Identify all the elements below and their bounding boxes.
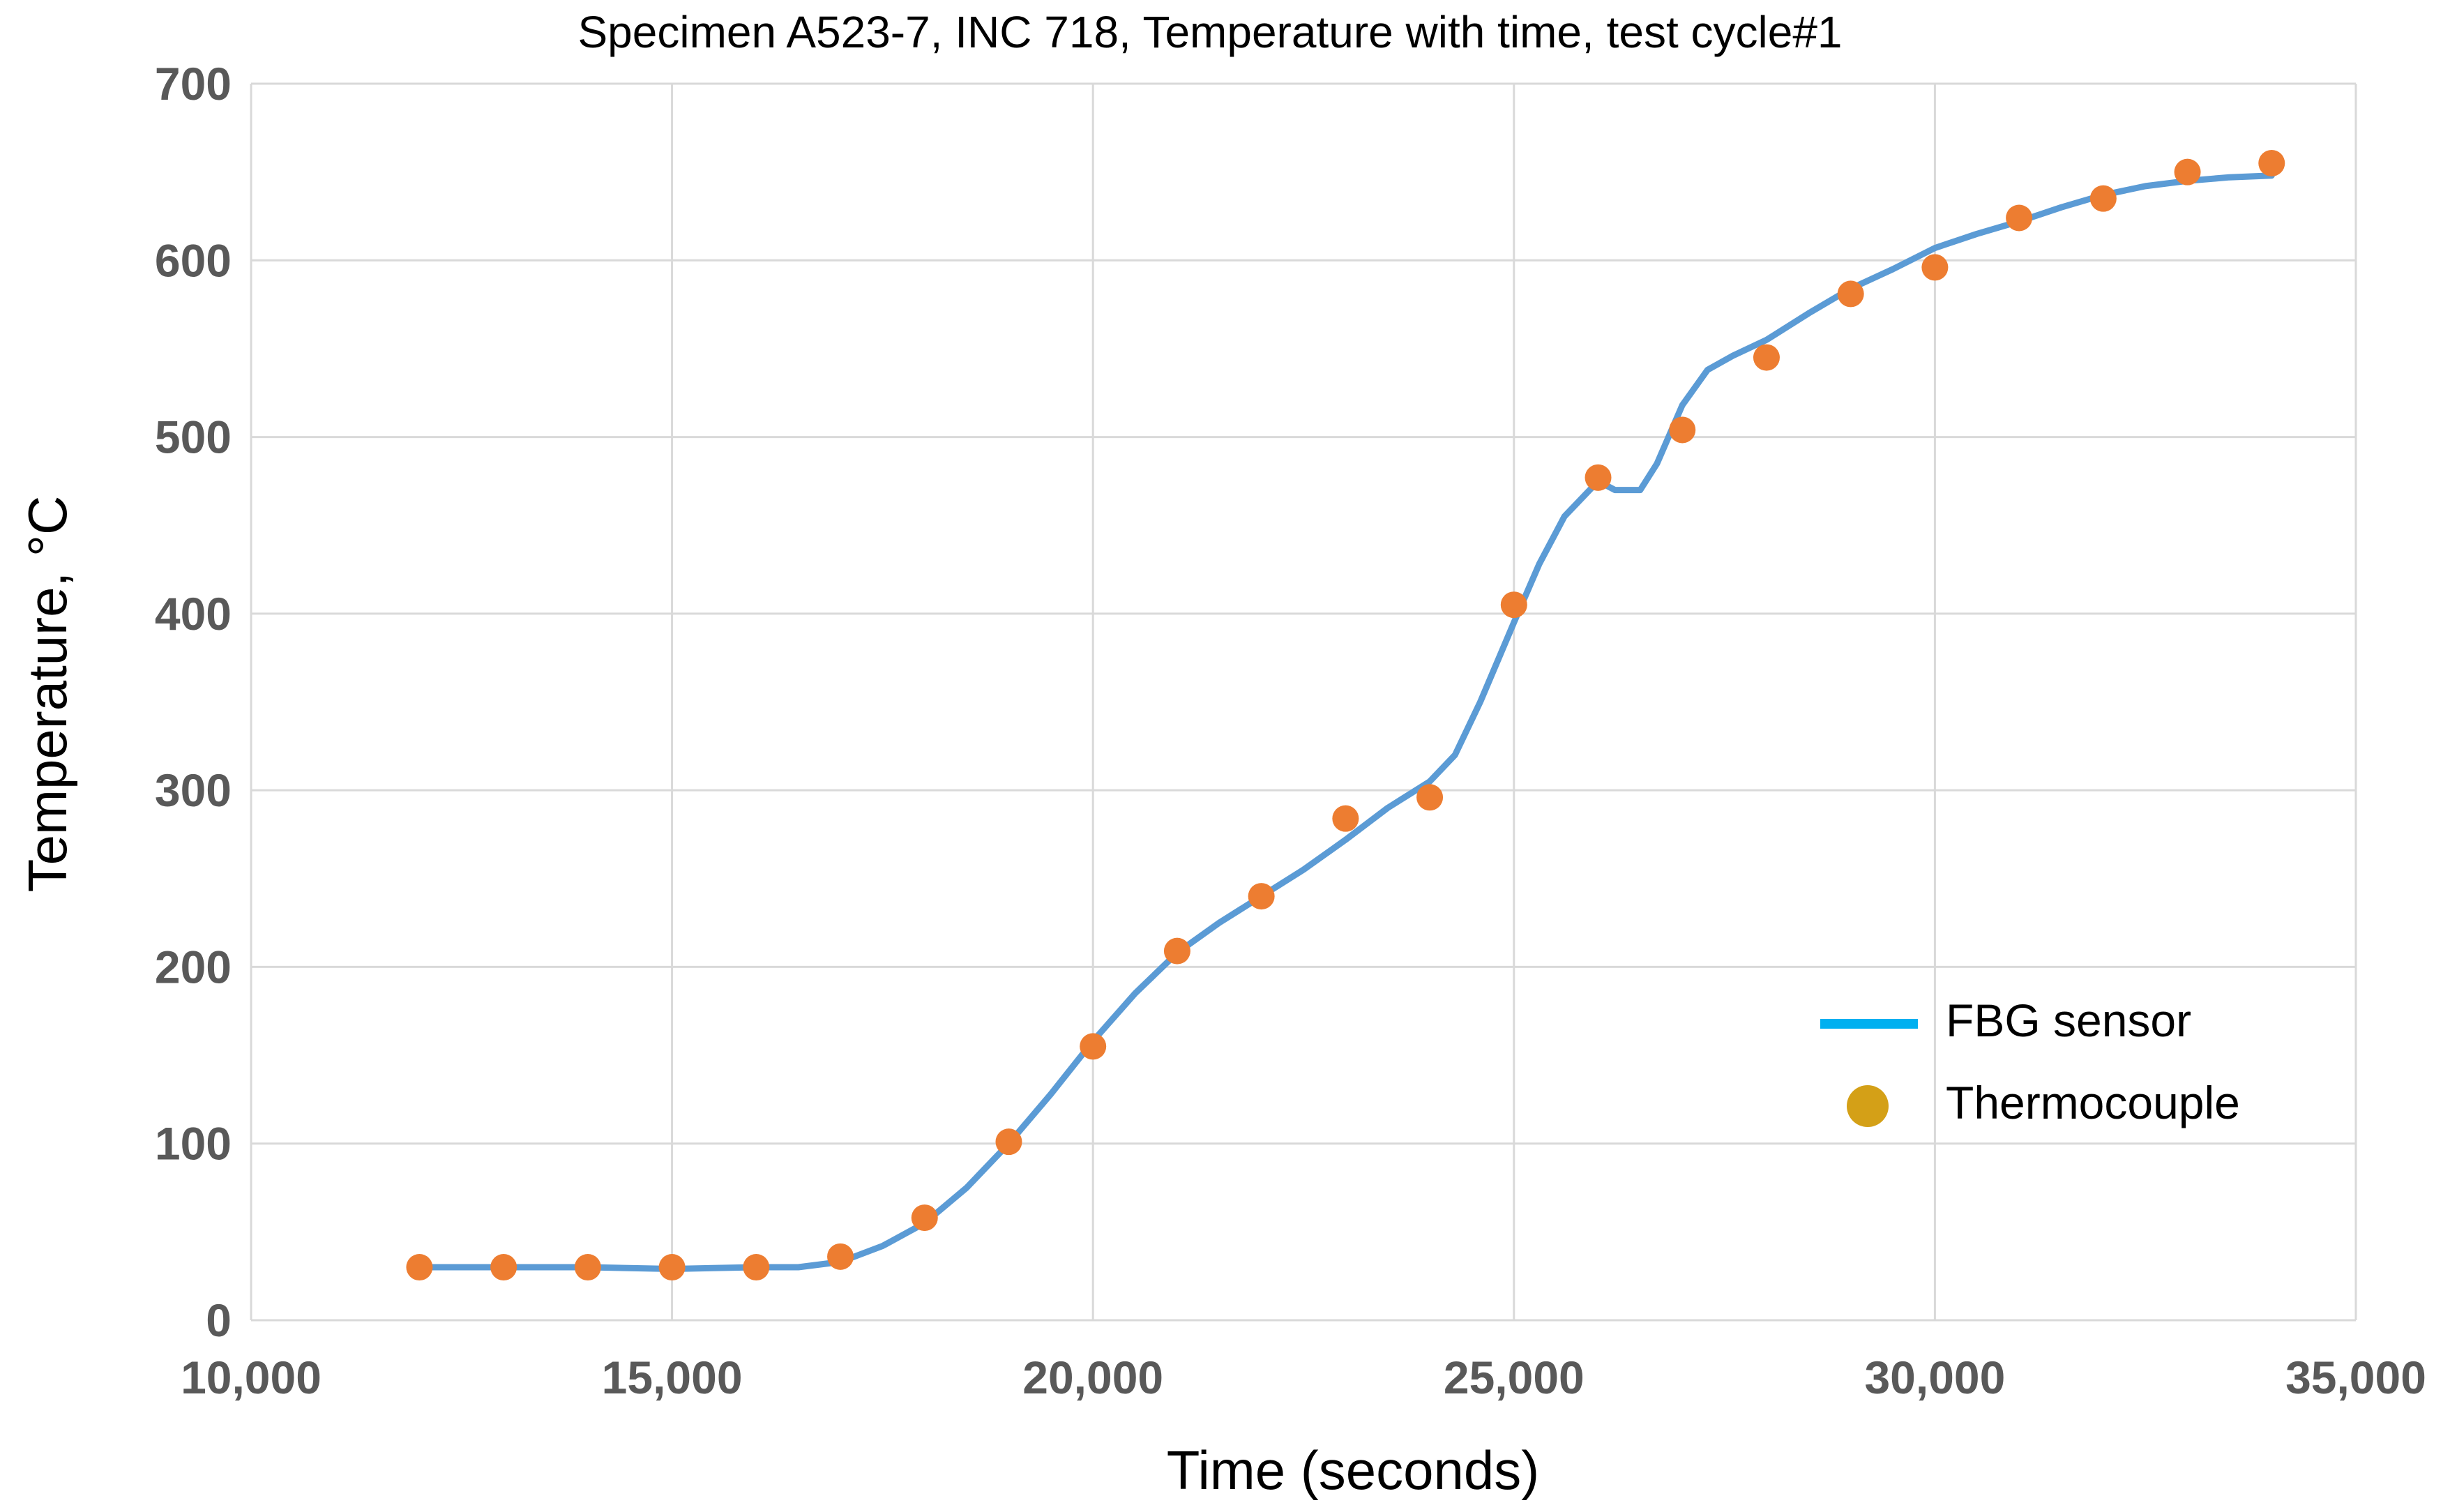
thermocouple-point [2174, 158, 2201, 186]
legend-thermocouple-swatch [1847, 1085, 1889, 1127]
chart-title: Specimen A523-7, INC 718, Temperature wi… [577, 7, 1842, 57]
thermocouple-point [1332, 805, 1359, 832]
thermocouple-point [911, 1204, 938, 1232]
thermocouple-point [658, 1254, 686, 1281]
thermocouple-point [1248, 883, 1275, 910]
thermocouple-point [1669, 416, 1696, 444]
legend-fbg-sensor-label: FBG sensor [1946, 995, 2191, 1046]
fbg-sensor-line [416, 172, 2275, 1272]
y-tick-label: 300 [155, 764, 232, 816]
y-tick-label: 100 [155, 1118, 232, 1170]
series-layer [406, 149, 2285, 1281]
x-axis-label: Time (seconds) [1167, 1439, 1540, 1501]
axis-layer: 0 100 200 300 400 500 600 700 10,000 15,000 20,000… [155, 58, 2426, 1403]
thermocouple-point [2006, 204, 2033, 232]
thermocouple-point [1500, 591, 1527, 619]
legend-thermocouple-label: Thermocouple [1946, 1077, 2240, 1128]
thermocouple-point [827, 1243, 854, 1270]
y-tick-label: 500 [155, 411, 232, 463]
thermocouple-point [1416, 784, 1444, 811]
thermocouple-point [574, 1254, 601, 1281]
thermocouple-point [1080, 1033, 1107, 1060]
thermocouple-point [2089, 185, 2117, 212]
x-tick-label: 30,000 [1864, 1352, 2005, 1403]
x-tick-label: 25,000 [1444, 1352, 1585, 1403]
thermocouple-point [490, 1254, 517, 1281]
thermocouple-point [1837, 280, 1864, 308]
x-tick-label: 35,000 [2285, 1352, 2426, 1403]
thermocouple-point [2258, 149, 2285, 176]
y-axis-label: Temperature, °C [17, 496, 78, 893]
thermocouple-point [1163, 937, 1190, 965]
x-tick-label: 20,000 [1022, 1352, 1163, 1403]
thermocouple-point [1585, 464, 1612, 491]
thermocouple-point [1921, 254, 1949, 281]
grid-layer [250, 82, 2357, 1322]
thermocouple-point [1753, 344, 1780, 371]
y-tick-label: 600 [155, 234, 232, 286]
y-tick-label: 200 [155, 941, 232, 992]
y-tick-label: 0 [206, 1294, 232, 1346]
thermocouple-point [995, 1128, 1022, 1156]
thermocouple-point [406, 1254, 433, 1281]
x-tick-label: 10,000 [181, 1352, 322, 1403]
x-tick-label: 15,000 [602, 1352, 743, 1403]
thermocouple-point [743, 1254, 770, 1281]
y-tick-label: 400 [155, 588, 232, 640]
y-tick-label: 700 [155, 58, 232, 109]
legend: FBG sensor Thermocouple [1820, 995, 2240, 1128]
